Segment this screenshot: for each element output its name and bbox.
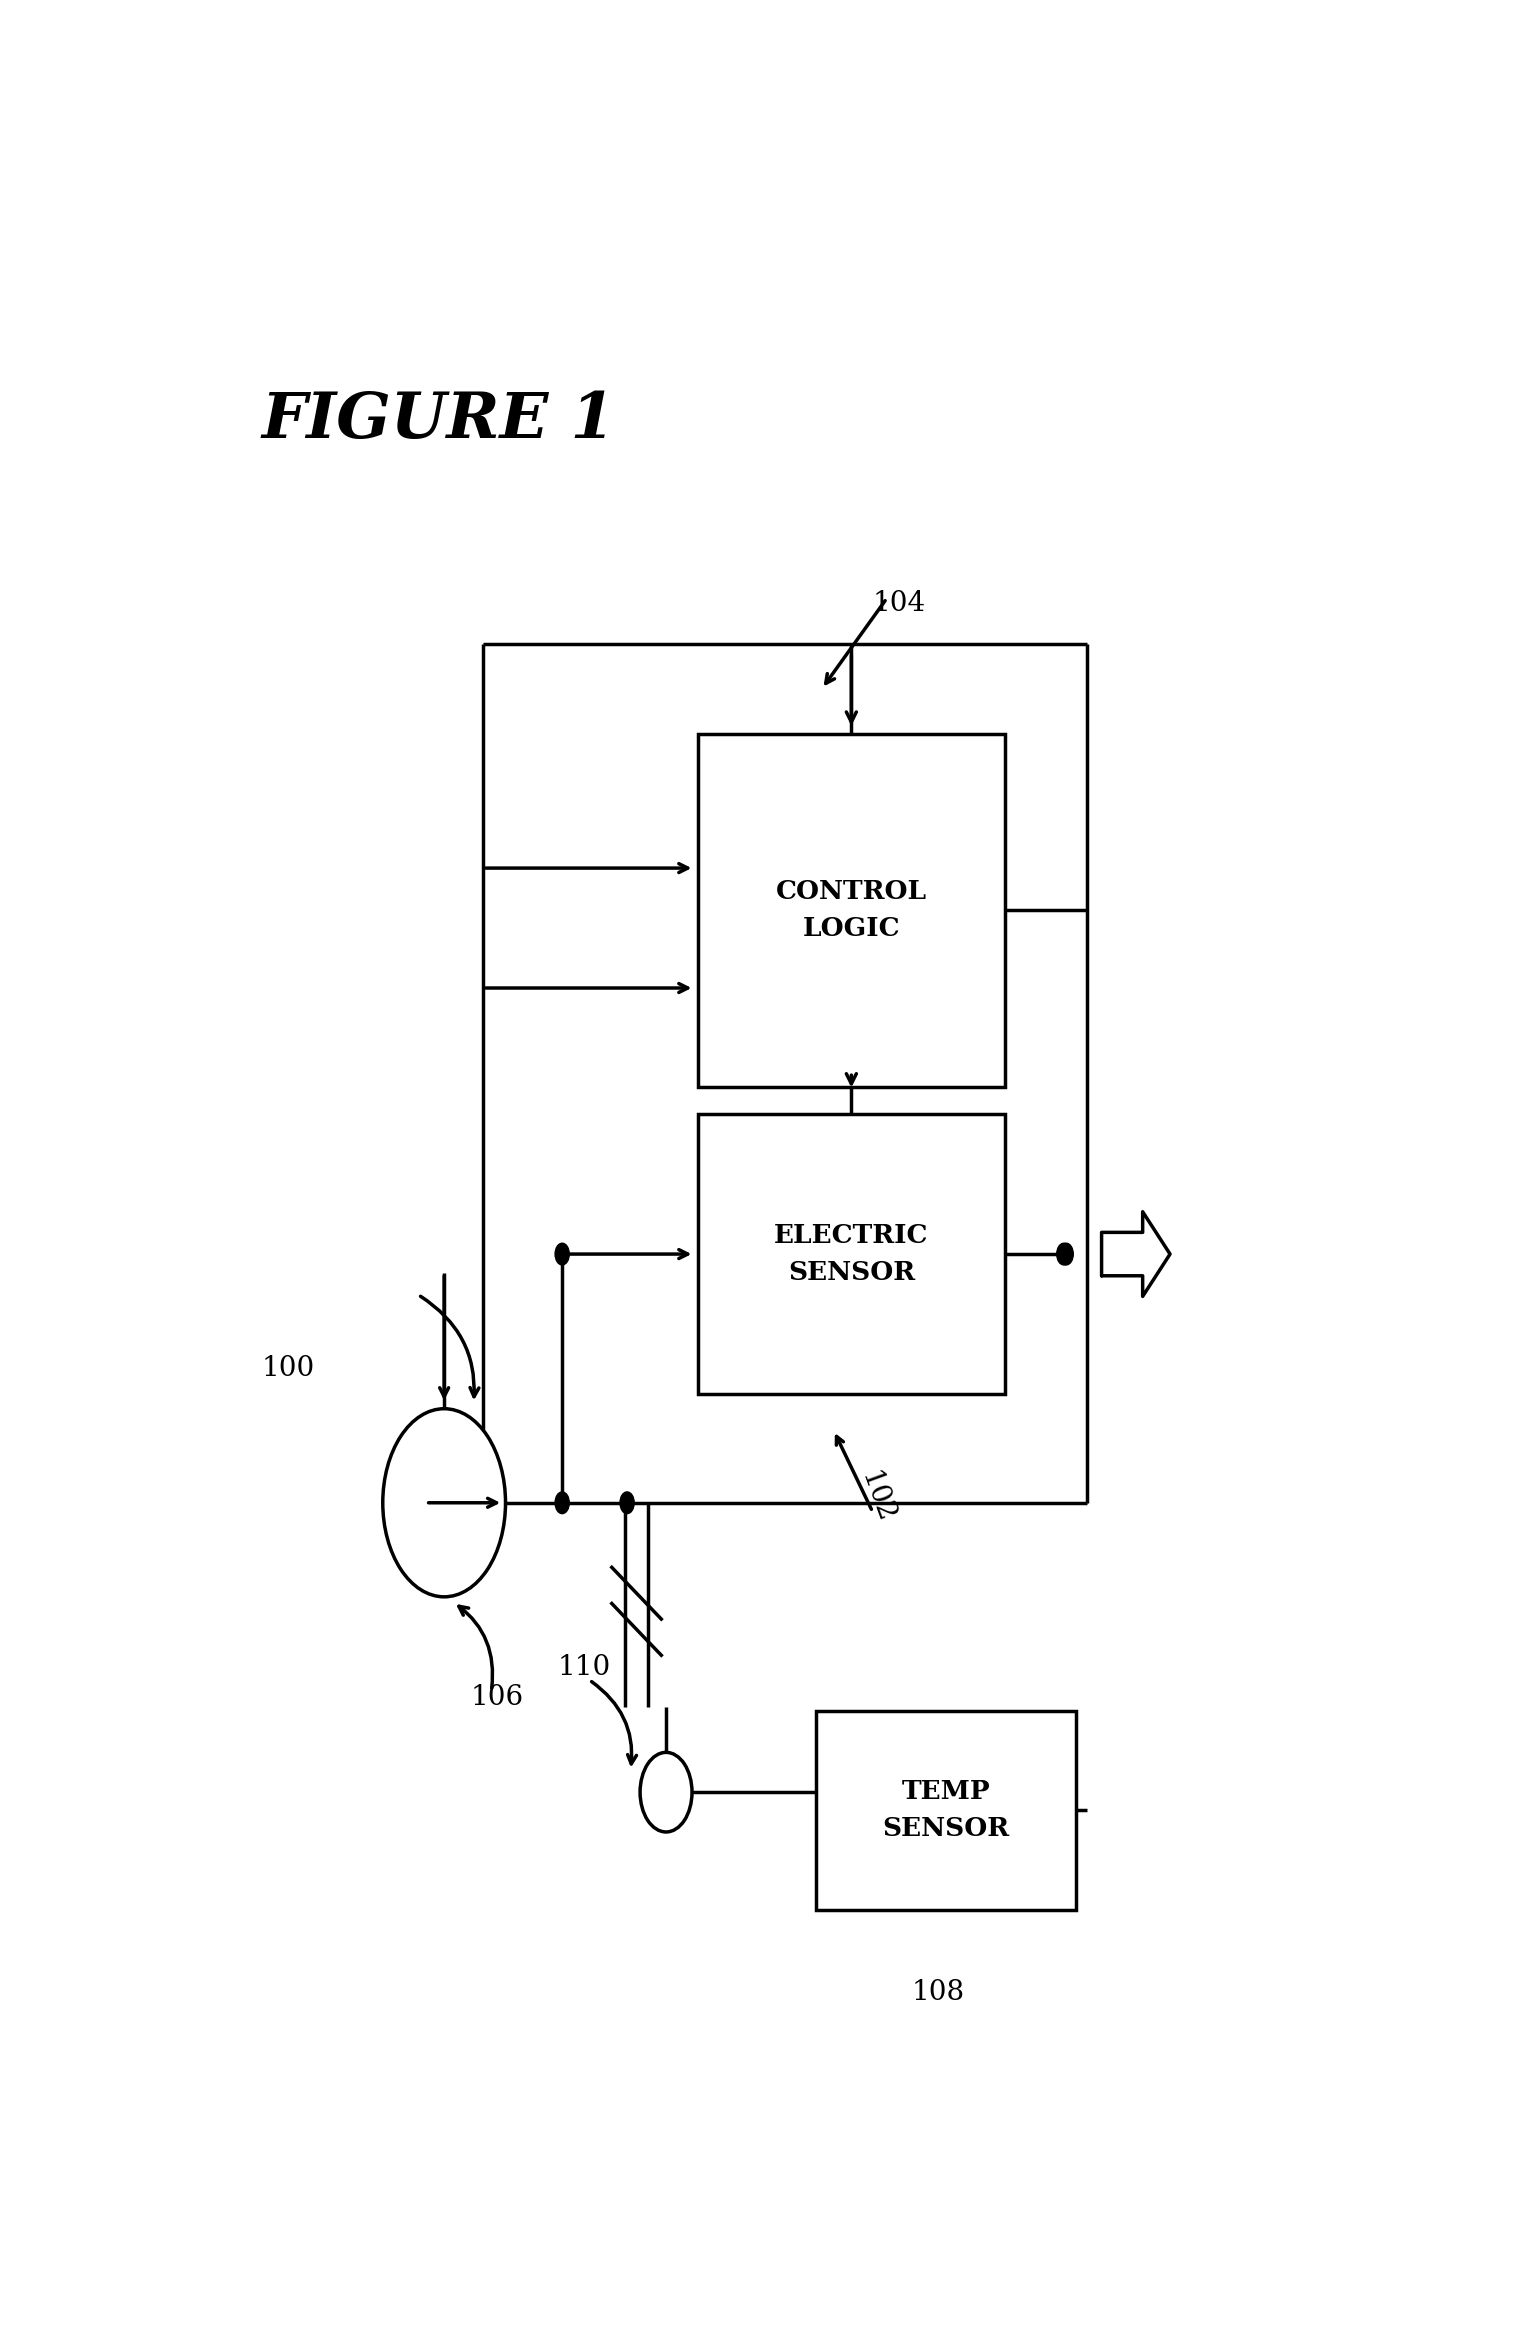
Text: FIGURE 1: FIGURE 1 [262, 390, 615, 451]
Text: 102: 102 [854, 1468, 899, 1527]
Text: CONTROL
LOGIC: CONTROL LOGIC [775, 879, 928, 942]
Circle shape [554, 1492, 570, 1513]
Circle shape [620, 1492, 634, 1513]
Circle shape [1057, 1243, 1071, 1264]
Circle shape [554, 1243, 570, 1264]
Circle shape [382, 1409, 506, 1597]
Polygon shape [1101, 1212, 1170, 1297]
Text: 108: 108 [912, 1980, 964, 2006]
Bar [698, 733, 1005, 1088]
Text: 100: 100 [262, 1355, 314, 1381]
Text: 110: 110 [557, 1654, 611, 1680]
Bar [816, 1710, 1075, 1910]
Text: 106: 106 [471, 1684, 524, 1712]
Circle shape [640, 1752, 691, 1832]
Text: 104: 104 [873, 590, 926, 618]
Bar [698, 1113, 1005, 1395]
Circle shape [1058, 1243, 1074, 1264]
Text: ELECTRIC
SENSOR: ELECTRIC SENSOR [774, 1224, 929, 1285]
Text: TEMP
SENSOR: TEMP SENSOR [882, 1778, 1010, 1842]
